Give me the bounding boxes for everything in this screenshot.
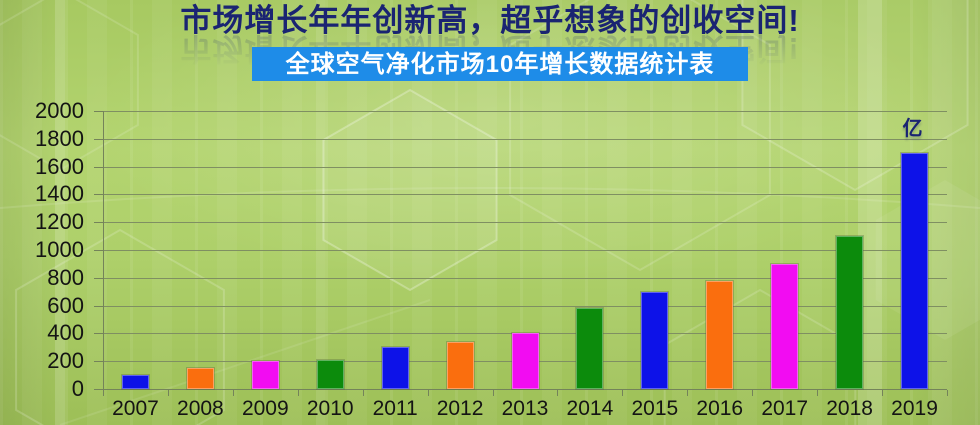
x-axis-label: 2018 bbox=[826, 397, 873, 420]
page-title: 市场增长年年创新高，超乎想象的创收空间! bbox=[180, 3, 800, 38]
x-axis-tick bbox=[817, 390, 819, 396]
y-axis-tick bbox=[94, 194, 103, 196]
y-axis-label: 1600 bbox=[35, 153, 84, 179]
y-axis-tick bbox=[94, 333, 103, 335]
x-axis-tick bbox=[492, 390, 494, 396]
gridline bbox=[103, 222, 947, 224]
bar-2008 bbox=[186, 368, 214, 389]
bar-2012 bbox=[446, 341, 474, 389]
y-axis-label: 0 bbox=[71, 376, 84, 401]
bar-2015 bbox=[641, 291, 669, 389]
y-axis-label: 1800 bbox=[35, 125, 84, 151]
x-axis-tick bbox=[947, 390, 948, 396]
x-axis-tick bbox=[687, 390, 689, 396]
x-axis-tick bbox=[232, 390, 234, 396]
unit-label: 亿 bbox=[902, 118, 923, 140]
x-axis-tick bbox=[297, 390, 299, 396]
x-axis-label: 2011 bbox=[372, 397, 418, 420]
y-axis-tick bbox=[94, 222, 103, 224]
x-axis-label: 2013 bbox=[501, 397, 549, 420]
y-axis-tick bbox=[94, 138, 103, 140]
x-axis-line bbox=[103, 389, 947, 390]
bar-2013 bbox=[511, 333, 539, 389]
y-axis-label: 400 bbox=[47, 320, 84, 346]
bar-2014 bbox=[576, 308, 604, 389]
x-axis-tick bbox=[362, 390, 364, 396]
x-axis-label: 2017 bbox=[761, 397, 809, 420]
x-axis-label: 2016 bbox=[696, 397, 744, 420]
gridline bbox=[103, 250, 947, 251]
x-axis-tick bbox=[882, 390, 884, 396]
x-axis-label: 2007 bbox=[112, 397, 159, 420]
gridline bbox=[103, 166, 947, 168]
y-axis-tick bbox=[94, 250, 103, 251]
y-axis-label: 600 bbox=[47, 292, 84, 318]
y-axis-label: 200 bbox=[47, 348, 84, 374]
y-axis-tick bbox=[94, 277, 103, 279]
gridline bbox=[103, 194, 947, 196]
x-axis-tick bbox=[622, 390, 624, 396]
chart-title-badge: 全球空气净化市场10年增长数据统计表 bbox=[252, 47, 748, 81]
bar-2018 bbox=[836, 236, 864, 389]
x-axis-tick bbox=[427, 390, 429, 396]
y-axis-tick bbox=[94, 111, 103, 112]
y-axis-label: 1000 bbox=[35, 237, 84, 262]
bar-2011 bbox=[381, 347, 409, 389]
y-axis-tick bbox=[94, 305, 103, 307]
bar-2010 bbox=[316, 359, 344, 389]
bar-2019 bbox=[901, 152, 929, 389]
bar-2007 bbox=[121, 375, 149, 389]
x-axis-tick bbox=[167, 390, 169, 396]
bar-2009 bbox=[251, 361, 279, 389]
gridline bbox=[103, 305, 947, 307]
x-axis-tick bbox=[557, 390, 559, 396]
x-axis-label: 2009 bbox=[241, 397, 289, 420]
x-axis-label: 2014 bbox=[566, 397, 614, 420]
y-axis-label: 2000 bbox=[35, 98, 84, 123]
x-axis-label: 2008 bbox=[177, 397, 224, 420]
bar-2017 bbox=[771, 263, 799, 389]
x-axis-label: 2019 bbox=[891, 397, 938, 420]
x-axis-tick bbox=[752, 390, 754, 396]
gridline bbox=[103, 277, 947, 279]
gridline bbox=[103, 111, 947, 112]
x-axis-label: 2015 bbox=[631, 397, 679, 420]
y-axis-tick bbox=[94, 166, 103, 168]
y-axis-line bbox=[103, 111, 104, 395]
y-axis-label: 1200 bbox=[35, 209, 84, 235]
gridline bbox=[103, 138, 947, 140]
y-axis-tick bbox=[94, 361, 103, 363]
y-axis-tick bbox=[94, 389, 103, 390]
x-axis-label: 2012 bbox=[436, 397, 484, 420]
y-axis-label: 800 bbox=[47, 264, 84, 290]
y-axis-label: 1400 bbox=[35, 181, 84, 207]
x-axis-label: 2010 bbox=[306, 397, 354, 420]
bar-2016 bbox=[706, 280, 734, 389]
